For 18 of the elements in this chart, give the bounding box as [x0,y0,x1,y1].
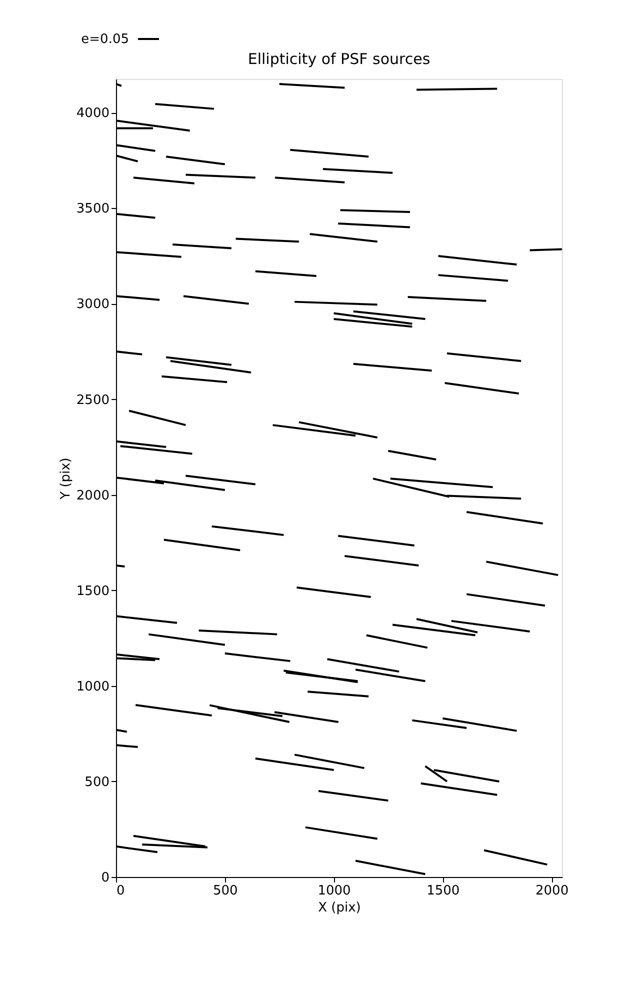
x-tick-label: 1500 [426,884,460,898]
text: e=0.05 [81,32,129,47]
x-tick-label: 0 [116,884,125,898]
y-axis-title: Y (pix) [58,458,74,500]
y-tick-label: 3000 [76,297,110,312]
y-tick-label: 2000 [76,488,110,504]
y-tick-label: 1000 [76,679,110,694]
y-tick-label: 0 [101,870,110,886]
y-tick-label: 4000 [76,106,110,122]
x-tick-label: 500 [212,884,238,898]
chart-title: Ellipticity of PSF sources [248,50,430,68]
y-tick-label: 500 [84,774,110,790]
y-tick-label: 3500 [76,202,110,217]
y-tick-label: 2500 [76,392,110,408]
x-tick-label: 1000 [318,884,351,898]
x-axis-title: X (pix) [318,900,361,916]
y-tick-label: 1500 [76,584,110,599]
x-tick-label: 2000 [536,884,569,898]
